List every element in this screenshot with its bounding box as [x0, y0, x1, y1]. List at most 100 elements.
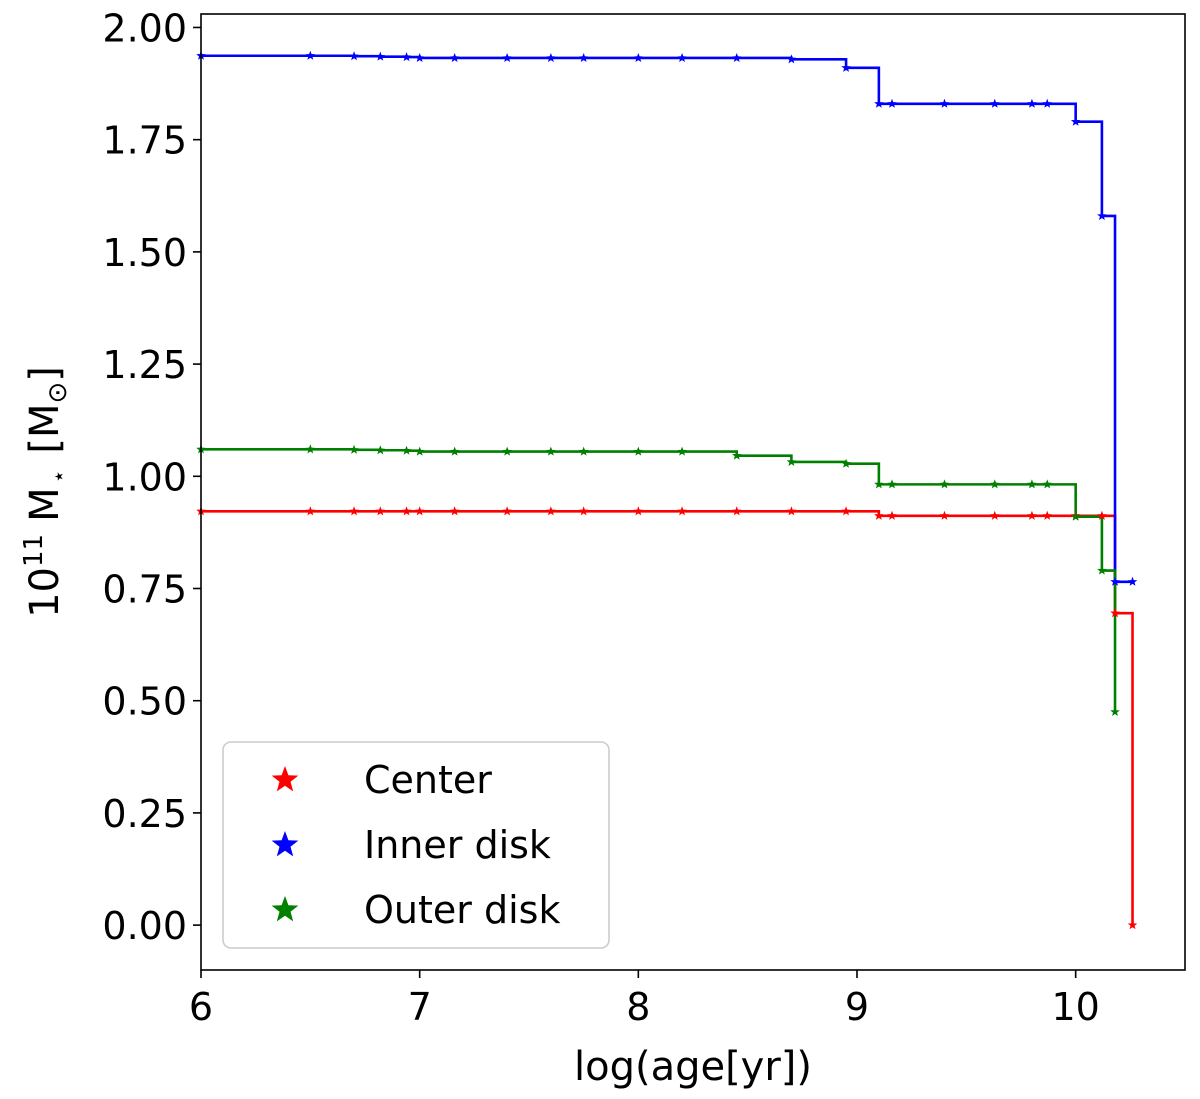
data-point-1-2: [349, 51, 359, 61]
data-point-1-22: [1097, 210, 1107, 221]
y-axis-label-unit-sub: ⊙: [43, 382, 73, 404]
data-point-0-3: [375, 506, 386, 516]
data-point-0-20: [1042, 510, 1052, 520]
data-point-1-19: [1027, 98, 1037, 108]
y-tick-label: 2.00: [102, 6, 187, 50]
data-point-1-9: [578, 52, 589, 63]
data-point-2-15: [874, 479, 884, 489]
plot-layer: [196, 50, 1138, 930]
data-point-1-6: [449, 52, 460, 63]
data-point-2-11: [677, 446, 687, 456]
data-point-0-11: [677, 506, 687, 516]
data-point-2-9: [578, 446, 589, 456]
data-point-1-13: [786, 54, 797, 64]
data-point-1-4: [401, 52, 412, 62]
data-point-2-5: [414, 446, 425, 456]
data-point-0-22: [1097, 510, 1107, 520]
data-point-2-23: [1110, 706, 1120, 716]
x-tick-label: 6: [189, 985, 213, 1029]
y-tick-label: 0.50: [102, 680, 187, 724]
data-point-0-6: [449, 506, 460, 516]
data-point-1-24: [1127, 576, 1138, 586]
data-point-0-13: [786, 506, 797, 516]
y-axis-label-unit-open: [M: [22, 403, 68, 453]
data-point-1-8: [546, 52, 556, 63]
data-point-0-8: [546, 506, 556, 516]
y-axis-label-quantity-sub: ⋆: [47, 470, 72, 484]
y-tick-label: 1.25: [102, 343, 187, 387]
data-point-2-1: [305, 444, 316, 454]
data-point-0-14: [841, 506, 851, 516]
data-point-0-17: [939, 510, 950, 520]
data-point-0-23: [1110, 608, 1120, 618]
data-point-0-24: [1127, 920, 1138, 930]
data-point-0-5: [414, 506, 425, 516]
data-point-1-1: [305, 50, 316, 60]
data-point-1-10: [633, 52, 644, 63]
data-point-0-16: [887, 510, 897, 520]
legend-marker-2: [271, 896, 299, 922]
data-point-0-10: [633, 506, 644, 516]
data-point-2-4: [401, 445, 412, 455]
data-point-1-5: [414, 52, 425, 63]
data-point-2-8: [546, 446, 556, 456]
y-tick-label: 1.00: [102, 455, 187, 499]
x-tick-label: 10: [1051, 985, 1099, 1029]
data-point-2-20: [1042, 479, 1052, 489]
data-point-1-20: [1042, 98, 1052, 108]
data-point-0-7: [502, 506, 512, 516]
data-point-2-22: [1097, 565, 1107, 575]
data-point-2-21: [1070, 511, 1081, 521]
data-point-1-7: [502, 52, 512, 63]
x-tick-label: 9: [845, 985, 869, 1029]
y-tick-label: 0.75: [102, 567, 187, 611]
data-point-1-11: [677, 52, 687, 63]
y-tick-label: 1.75: [102, 119, 187, 163]
data-point-1-12: [731, 52, 742, 63]
data-point-0-18: [990, 510, 1000, 520]
ticks-layer: 6 7 8 9 10 0.00 0.25 0.50 0.75 1.00 1.25 1.50 1.75 2.…: [102, 6, 1099, 1029]
data-point-2-19: [1027, 479, 1037, 489]
y-axis-label-unit-close: ]: [22, 366, 68, 382]
y-axis-label-quantity: M: [22, 487, 68, 522]
data-point-2-13: [786, 456, 797, 466]
series-line-1: [201, 54, 1133, 584]
data-point-2-2: [349, 444, 359, 454]
data-point-2-3: [375, 445, 386, 455]
data-point-0-15: [874, 510, 884, 520]
data-point-2-16: [887, 479, 897, 489]
data-point-0-2: [349, 506, 359, 516]
y-tick-label: 0.25: [102, 792, 187, 836]
y-axis-label-base: 10: [22, 567, 68, 618]
data-point-2-10: [633, 446, 644, 456]
data-point-0-4: [401, 506, 412, 516]
legend-label-2: Outer disk: [364, 888, 560, 932]
data-point-1-18: [990, 98, 1000, 108]
data-point-0-1: [305, 506, 316, 516]
data-point-2-17: [939, 479, 950, 489]
x-tick-label: 7: [408, 985, 432, 1029]
y-tick-label: 1.50: [102, 231, 187, 275]
data-point-2-12: [731, 450, 742, 460]
legend-entries: Center Inner disk Outer disk: [271, 758, 560, 932]
legend: Center Inner disk Outer disk: [222, 741, 610, 949]
data-point-2-6: [449, 446, 460, 456]
data-point-1-21: [1070, 116, 1081, 126]
y-tick-label: 0.00: [102, 904, 187, 948]
legend-box: [222, 741, 610, 949]
data-point-1-15: [874, 98, 884, 108]
data-point-1-16: [887, 98, 897, 108]
plot-frame: [200, 13, 1186, 971]
data-point-1-14: [841, 62, 851, 72]
y-axis-label-exponent: 11: [19, 534, 49, 567]
series-line-2: [201, 448, 1117, 712]
y-axis-label: 1011 M ⋆ [M⊙]: [19, 366, 73, 618]
data-point-1-17: [939, 98, 950, 108]
data-point-2-7: [502, 446, 512, 456]
legend-marker-1: [271, 831, 299, 857]
data-point-0-12: [731, 506, 742, 516]
data-point-1-3: [375, 51, 386, 61]
data-point-1-23: [1110, 576, 1120, 586]
data-point-0-19: [1027, 510, 1037, 520]
